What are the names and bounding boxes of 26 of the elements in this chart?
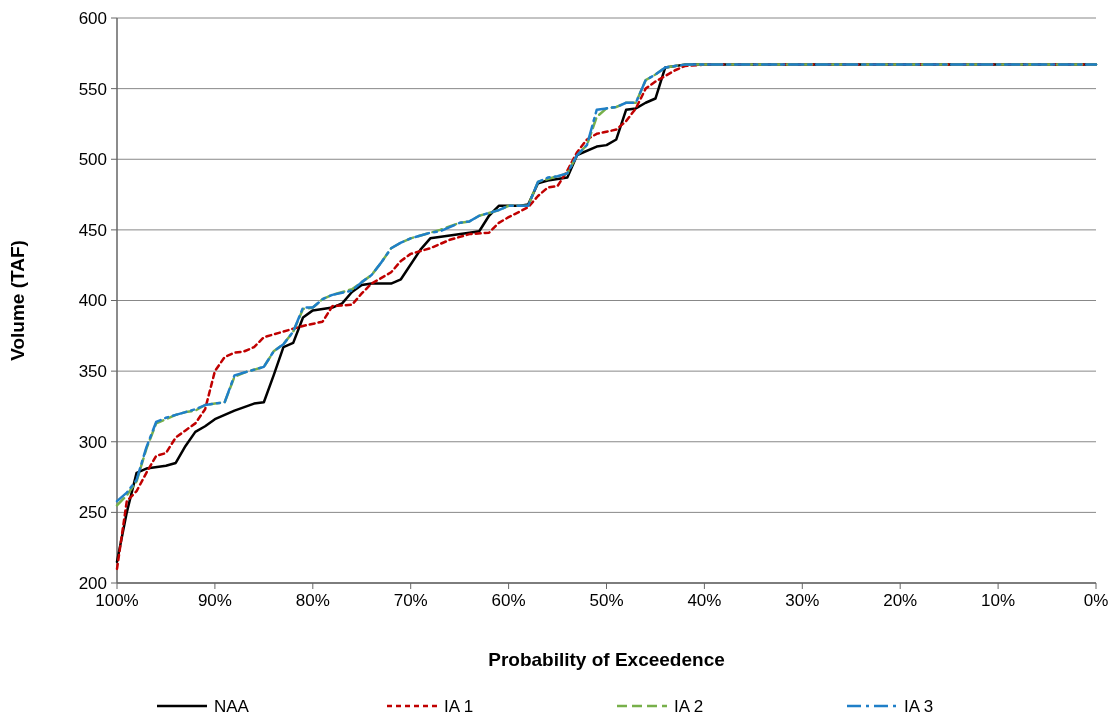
x-tick-label: 20%	[883, 591, 918, 610]
x-tick-label: 40%	[687, 591, 722, 610]
y-tick-label: 500	[78, 150, 107, 170]
legend-label: IA 1	[444, 697, 474, 716]
y-tick-label: 550	[78, 79, 107, 99]
y-axis-title: Volume (TAF)	[7, 240, 28, 361]
y-tick-label: 450	[78, 220, 107, 240]
y-tick-label: 200	[78, 573, 107, 593]
x-tick-label: 100%	[95, 591, 139, 610]
legend-label: IA 2	[674, 697, 704, 716]
x-tick-label: 50%	[589, 591, 624, 610]
x-tick-label: 70%	[393, 591, 428, 610]
x-tick-label: 0%	[1083, 591, 1109, 610]
y-tick-label: 350	[78, 362, 107, 382]
y-tick-label: 400	[78, 291, 107, 311]
x-tick-label: 80%	[295, 591, 330, 610]
legend-label: NAA	[214, 697, 250, 716]
y-tick-label: 250	[78, 503, 107, 523]
x-tick-label: 90%	[197, 591, 232, 610]
x-tick-label: 30%	[785, 591, 820, 610]
x-tick-label: 10%	[981, 591, 1016, 610]
x-axis-title: Probability of Exceedence	[488, 649, 725, 670]
y-tick-label: 600	[78, 8, 107, 28]
y-tick-label: 300	[78, 432, 107, 452]
legend-label: IA 3	[904, 697, 934, 716]
x-tick-label: 60%	[491, 591, 526, 610]
